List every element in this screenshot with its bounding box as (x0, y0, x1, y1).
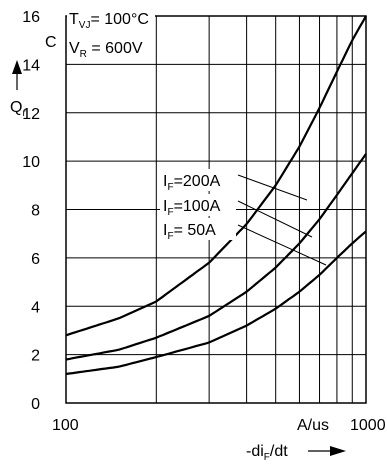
leader-line-1 (237, 200, 313, 238)
x-tick-labels: 100 1000 (52, 417, 386, 434)
y-axis-label: Qr (10, 99, 26, 119)
series-label-2: IF= 50A (163, 222, 216, 242)
condition-tvj: TVJ= 100°C (69, 11, 149, 31)
series-labels: IF=200A IF=100A IF= 50A (160, 169, 236, 242)
series-label-0: IF=200A (163, 173, 221, 193)
series-line-2 (65, 230, 367, 376)
x-axis-label: -diF/dt (246, 443, 288, 463)
series-label-bg (160, 218, 236, 240)
series-label-bg (160, 169, 236, 191)
conditions-box (67, 8, 155, 63)
series-curves (65, 15, 367, 376)
y-tick-label: 14 (22, 57, 40, 74)
y-tick-label: 12 (22, 106, 40, 123)
legend-leader-lines (237, 174, 327, 266)
y-tick-label: 16 (22, 9, 40, 26)
condition-vr: VR = 600V (69, 40, 143, 60)
series-line-0 (65, 15, 367, 337)
y-axis-arrow-head (12, 60, 22, 74)
series-label-bg (160, 194, 236, 216)
x-axis-arrow-head (330, 446, 346, 456)
y-tick-labels: 0 2 4 6 8 10 12 14 16 (22, 9, 40, 413)
x-tick-label: 100 (52, 417, 79, 434)
x-unit-label: A/us (297, 417, 329, 434)
y-tick-label: 8 (31, 203, 40, 220)
x-tick-label: 1000 (350, 417, 386, 434)
y-tick-label: 10 (22, 154, 40, 171)
y-unit-label: C (45, 34, 57, 51)
plot-frame (65, 15, 367, 404)
y-tick-label: 4 (31, 299, 40, 316)
series-line-1 (65, 153, 367, 361)
series-label-1: IF=100A (163, 198, 221, 218)
y-tick-label: 2 (31, 348, 40, 365)
y-tick-label: 0 (31, 396, 40, 413)
leader-line-0 (237, 174, 308, 201)
leader-line-2 (237, 224, 327, 266)
y-tick-label: 6 (31, 251, 40, 268)
